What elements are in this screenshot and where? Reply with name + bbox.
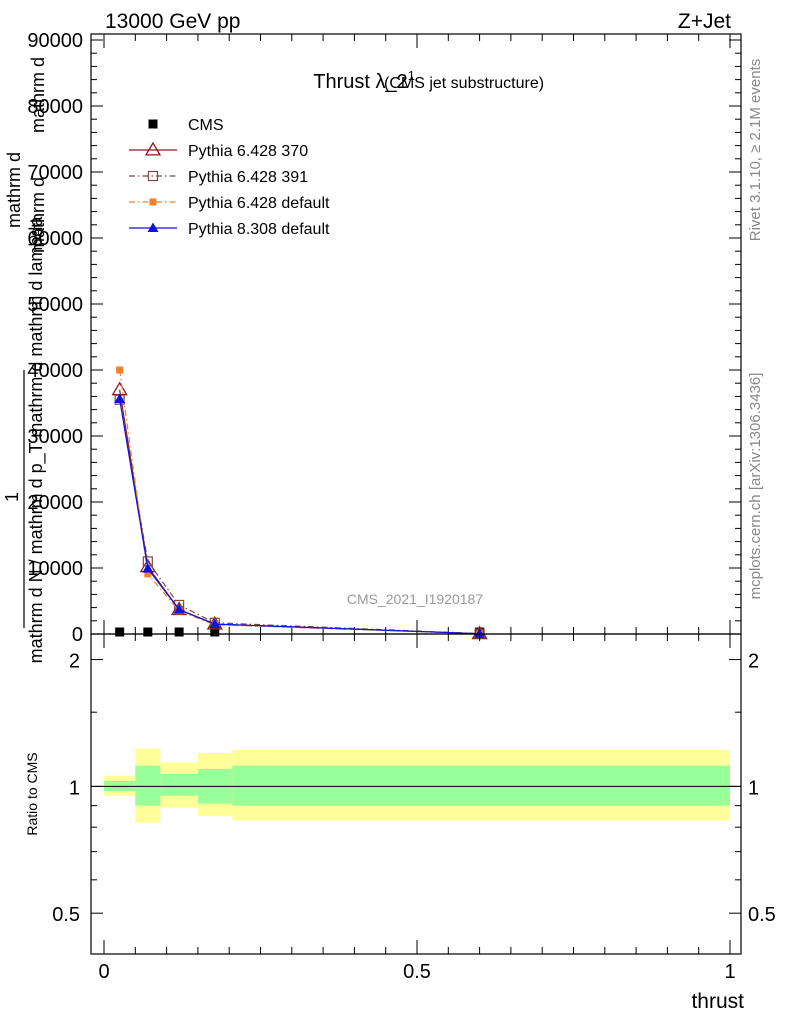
legend-item: Pythia 6.428 370 [129,141,308,160]
main-panel: 0 10000 20000 30000 40000 50000 60000 70000 8000… [27,30,742,646]
y-tick-label: 80000 [27,96,83,118]
data-point [147,222,159,232]
y-tick-label: 50000 [27,294,83,316]
chart-title: Thrust λ_21 [313,68,415,93]
ratio-y-tick-label: 2 [69,651,80,673]
ratio-bands [104,748,730,823]
legend-label: Pythia 6.428 391 [188,169,308,186]
y-label-extra-1: mathrm d [28,177,48,253]
ratio-tick-labels: 0.5 0.5 1 1 2 2 0 0.5 1 [52,651,776,983]
y-tick-label: 0 [72,624,83,646]
series-4 [114,393,486,638]
analysis-watermark: CMS_2021_I1920187 [347,591,483,607]
y-label-top: mathrm d [4,152,24,228]
ratio-band-inner [160,773,198,796]
data-point [210,627,220,637]
y-tick-label: 10000 [27,558,83,580]
y-tick-label: 40000 [27,360,83,382]
ratio-ticks [91,634,741,954]
rivet-label: Rivet 3.1.10, ≥ 2.1M events [747,59,764,242]
chart-title-main: Thrust λ_2 [313,71,407,93]
mcplots-label: mcplots.cern.ch [arXiv:1306.3436] [747,373,764,600]
data-point [142,563,154,573]
data-point [144,570,152,578]
legend-label: CMS [188,117,224,134]
data-point [143,627,153,637]
data-point [115,627,125,637]
data-point [173,604,185,614]
legend-item: Pythia 6.428 default [129,195,330,212]
data-point [474,628,486,638]
y-tick-label: 70000 [27,162,83,184]
ratio-y-tick-label: 0.5 [52,904,80,926]
ratio-band-inner [232,765,730,806]
x-tick-label: 0.5 [403,961,431,983]
legend-item: CMS [148,117,224,134]
y-label-one: 1 [2,492,22,502]
y-label-bottom: mathrm d N / mathrm d p_T mathrm d mathr… [26,216,47,664]
data-point [174,627,184,637]
y-tick-label: 90000 [27,30,83,52]
process-label: Z+Jet [678,10,731,33]
legend-item: Pythia 8.308 default [129,221,330,238]
ratio-y-tick-label: 1 [69,777,80,799]
data-point [209,618,221,629]
y-tick-label: 60000 [27,228,83,250]
ratio-y-label: Ratio to CMS [24,752,40,835]
data-point [144,141,162,156]
ratio-band-inner [135,765,161,806]
y-tick-label: 20000 [27,492,83,514]
legend-label: Pythia 6.428 370 [188,143,308,160]
chart-title-note: (CMS jet substructure) [384,75,544,92]
x-tick-label: 0 [98,961,109,983]
legend-label: Pythia 6.428 default [188,195,330,212]
ratio-frame [90,633,742,955]
ratio-y-tick-label-right: 2 [748,651,759,673]
ratio-panel: 0.5 0.5 1 1 2 2 0 0.5 1 Ratio to CMS thrust [24,633,776,1013]
legend-item: Pythia 6.428 391 [129,169,308,186]
y-tick-label: 30000 [27,426,83,448]
data-point [149,198,157,206]
data-point [114,393,126,404]
main-y-tick-labels: 0 10000 20000 30000 40000 50000 60000 70000 8000… [27,30,83,646]
ratio-y-tick-label-right: 1 [748,777,759,799]
y-label-extra-2: mathrm d [28,57,48,133]
chart-title-sup: 1 [408,68,415,83]
data-point [148,119,158,129]
legend-label: Pythia 8.308 default [188,221,330,238]
energy-label: 13000 GeV pp [105,10,240,33]
x-axis-label: thrust [691,990,744,1013]
x-tick-label: 1 [724,961,735,983]
data-point [116,366,124,374]
y-axis-label: mathrm d 1 mathrm d N / mathrm d p_T mat… [2,57,48,663]
ratio-y-tick-label-right: 0.5 [748,904,776,926]
legend: CMS Pythia 6.428 370 Pythia 6.428 391 Pythi… [129,117,330,238]
data-point [147,170,159,182]
